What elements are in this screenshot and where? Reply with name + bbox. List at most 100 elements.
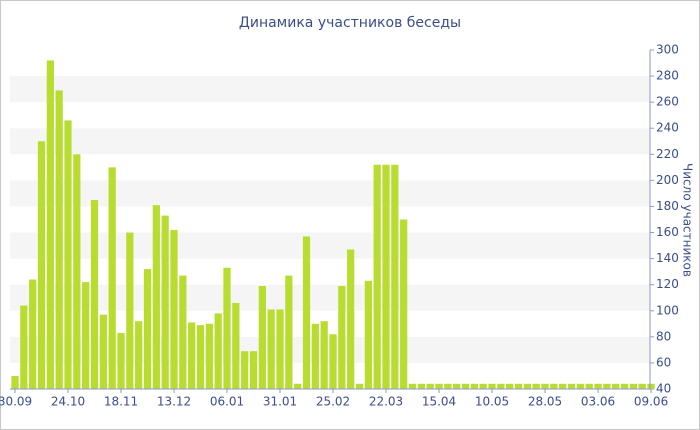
x-tick-label: 09.06 <box>634 395 668 409</box>
bar <box>267 309 275 389</box>
bar <box>453 383 461 389</box>
bar <box>249 351 258 389</box>
grid-band <box>10 128 650 155</box>
bar <box>638 383 646 389</box>
bar <box>152 205 160 389</box>
bar <box>603 383 611 389</box>
x-tick-label: 15.04 <box>422 395 456 409</box>
x-tick-label: 18.11 <box>104 395 138 409</box>
bar <box>620 383 629 389</box>
bar <box>82 282 90 389</box>
bar <box>576 383 584 389</box>
bar <box>550 383 558 389</box>
bar <box>435 383 443 389</box>
bar <box>567 383 576 389</box>
bar <box>382 164 390 389</box>
grid-band <box>10 180 650 207</box>
y-tick-label: 200 <box>656 173 679 187</box>
y-tick-label: 280 <box>656 69 679 83</box>
y-tick-label: 220 <box>656 147 679 161</box>
bar <box>320 321 328 389</box>
bar <box>258 285 266 389</box>
y-tick-label: 260 <box>656 95 679 109</box>
bar <box>523 383 531 389</box>
bar <box>373 164 381 389</box>
bar <box>426 383 434 389</box>
bar <box>329 334 337 389</box>
bar <box>108 167 116 389</box>
x-tick-label: 22.03 <box>369 395 403 409</box>
y-axis-title: Число участников <box>681 163 695 277</box>
bar <box>514 383 523 389</box>
x-tick-label: 10.05 <box>475 395 509 409</box>
bar <box>585 383 593 389</box>
bar <box>364 280 372 389</box>
bar <box>408 383 417 389</box>
bar <box>37 141 46 389</box>
bar <box>612 383 620 389</box>
bar <box>417 383 425 389</box>
bar <box>629 383 637 389</box>
x-tick-label: 30.09 <box>0 395 32 409</box>
bar <box>241 351 249 389</box>
bar <box>497 383 505 389</box>
bar <box>196 325 205 389</box>
bar <box>99 314 107 389</box>
bar <box>20 305 28 389</box>
bar <box>647 383 655 389</box>
bar <box>29 279 37 389</box>
bar <box>400 219 408 389</box>
bar <box>55 90 63 390</box>
y-tick-label: 180 <box>656 199 679 213</box>
x-tick-label: 24.10 <box>51 395 85 409</box>
chart-title: Динамика участников беседы <box>239 15 461 31</box>
x-tick-label: 03.06 <box>581 395 615 409</box>
bar <box>232 302 240 389</box>
bar <box>506 383 514 389</box>
y-tick-label: 140 <box>656 251 679 265</box>
bar <box>135 321 143 389</box>
bar <box>470 383 478 389</box>
bar <box>347 249 355 389</box>
bar <box>338 285 346 389</box>
x-tick-label: 13.12 <box>157 395 191 409</box>
bar <box>541 383 549 389</box>
bar <box>488 383 496 389</box>
bar <box>90 199 99 389</box>
y-tick-label: 80 <box>656 329 671 343</box>
bar <box>285 275 293 389</box>
bar <box>188 322 196 389</box>
bar <box>161 215 169 389</box>
bar <box>205 323 213 389</box>
y-tick-label: 160 <box>656 225 679 239</box>
bar <box>170 229 178 389</box>
bar <box>311 323 319 389</box>
y-tick-label: 100 <box>656 303 679 317</box>
y-tick-label: 120 <box>656 277 679 291</box>
bar <box>143 269 152 389</box>
grid-band <box>10 232 650 259</box>
y-tick-label: 240 <box>656 121 679 135</box>
x-tick-label: 06.01 <box>210 395 244 409</box>
bar <box>294 383 302 389</box>
bar <box>594 383 602 389</box>
y-tick-label: 300 <box>656 43 679 57</box>
bar <box>479 383 487 389</box>
bar <box>391 164 399 389</box>
bar <box>461 383 470 389</box>
bar <box>355 383 364 389</box>
grid-band <box>10 76 650 103</box>
bar <box>444 383 452 389</box>
bar <box>73 154 81 389</box>
bar <box>46 60 54 389</box>
x-tick-label: 25.02 <box>316 395 350 409</box>
bar <box>302 236 311 389</box>
bar <box>276 309 284 389</box>
bar <box>117 332 125 389</box>
bar <box>223 267 231 389</box>
y-tick-label: 60 <box>656 355 671 369</box>
x-tick-label: 28.05 <box>528 395 562 409</box>
x-tick-label: 31.01 <box>263 395 297 409</box>
bar <box>64 120 72 390</box>
